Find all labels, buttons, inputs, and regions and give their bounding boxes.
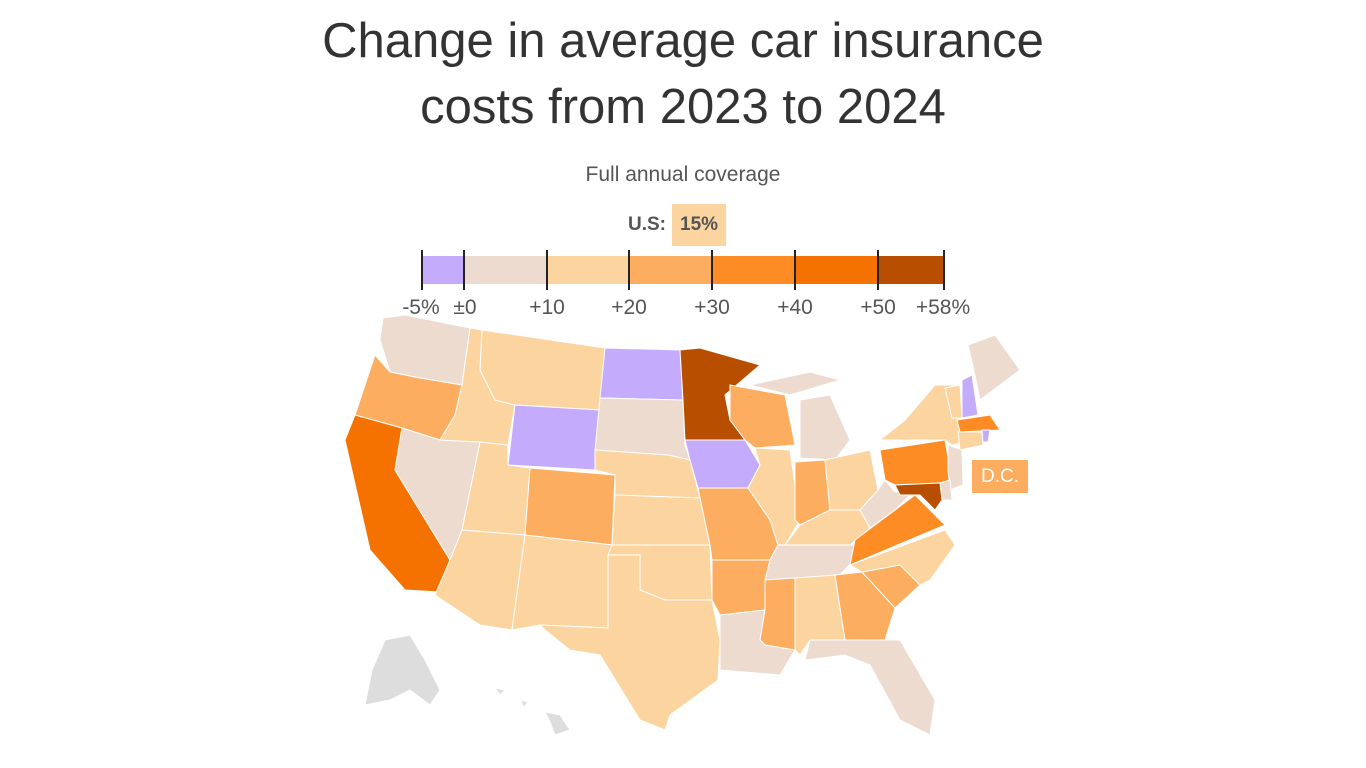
state-nc <box>848 529 956 586</box>
chart-title: Change in average car insurance costs fro… <box>322 14 1044 134</box>
us-average-label: U.S: <box>628 214 666 235</box>
state-fl <box>804 639 936 736</box>
state-tx <box>538 554 721 731</box>
legend-bin <box>878 256 944 284</box>
state-ar <box>711 559 771 616</box>
legend-tick-label: ±0 <box>453 296 476 319</box>
state-me <box>967 334 1021 401</box>
state-ms <box>759 577 796 651</box>
state-mt <box>479 329 606 411</box>
state-ks <box>611 494 711 546</box>
state-hi <box>493 687 571 736</box>
legend-tick-label: +40 <box>777 296 813 319</box>
legend-tick-label: -5% <box>402 296 439 319</box>
legend-bin <box>712 256 795 284</box>
legend-bin <box>629 256 712 284</box>
state-ri <box>981 429 991 443</box>
state-md <box>894 482 943 511</box>
legend-tick-label: +58% <box>916 296 970 319</box>
state-ma <box>956 414 1001 433</box>
state-wy <box>507 404 601 471</box>
legend-tick-label: +10 <box>529 296 565 319</box>
state-ia <box>684 439 761 489</box>
legend: -5% ±0 +10 +20 +30 +40 +50 +58% <box>402 250 970 319</box>
legend-tick-label: +30 <box>694 296 730 319</box>
legend-bin <box>464 256 547 284</box>
dc-label: D.C. <box>972 460 1028 493</box>
state-nj <box>947 444 964 491</box>
us-average: U.S: 15% <box>628 204 727 246</box>
state-nm <box>511 534 613 631</box>
us-average-value: 15% <box>672 204 727 246</box>
state-mi <box>749 371 851 461</box>
legend-bin <box>422 256 464 284</box>
state-nd <box>599 347 684 401</box>
state-ct <box>957 431 984 451</box>
legend-tick-label: +50 <box>860 296 896 319</box>
states <box>344 314 1021 736</box>
state-pa <box>879 439 953 486</box>
legend-tick-label: +20 <box>611 296 647 319</box>
state-nh <box>961 374 979 419</box>
legend-bin <box>795 256 878 284</box>
state-co <box>524 467 616 546</box>
state-ak <box>364 634 441 706</box>
state-ga <box>834 571 896 641</box>
chart-subtitle: Full annual coverage <box>585 163 781 186</box>
legend-bin <box>547 256 629 284</box>
